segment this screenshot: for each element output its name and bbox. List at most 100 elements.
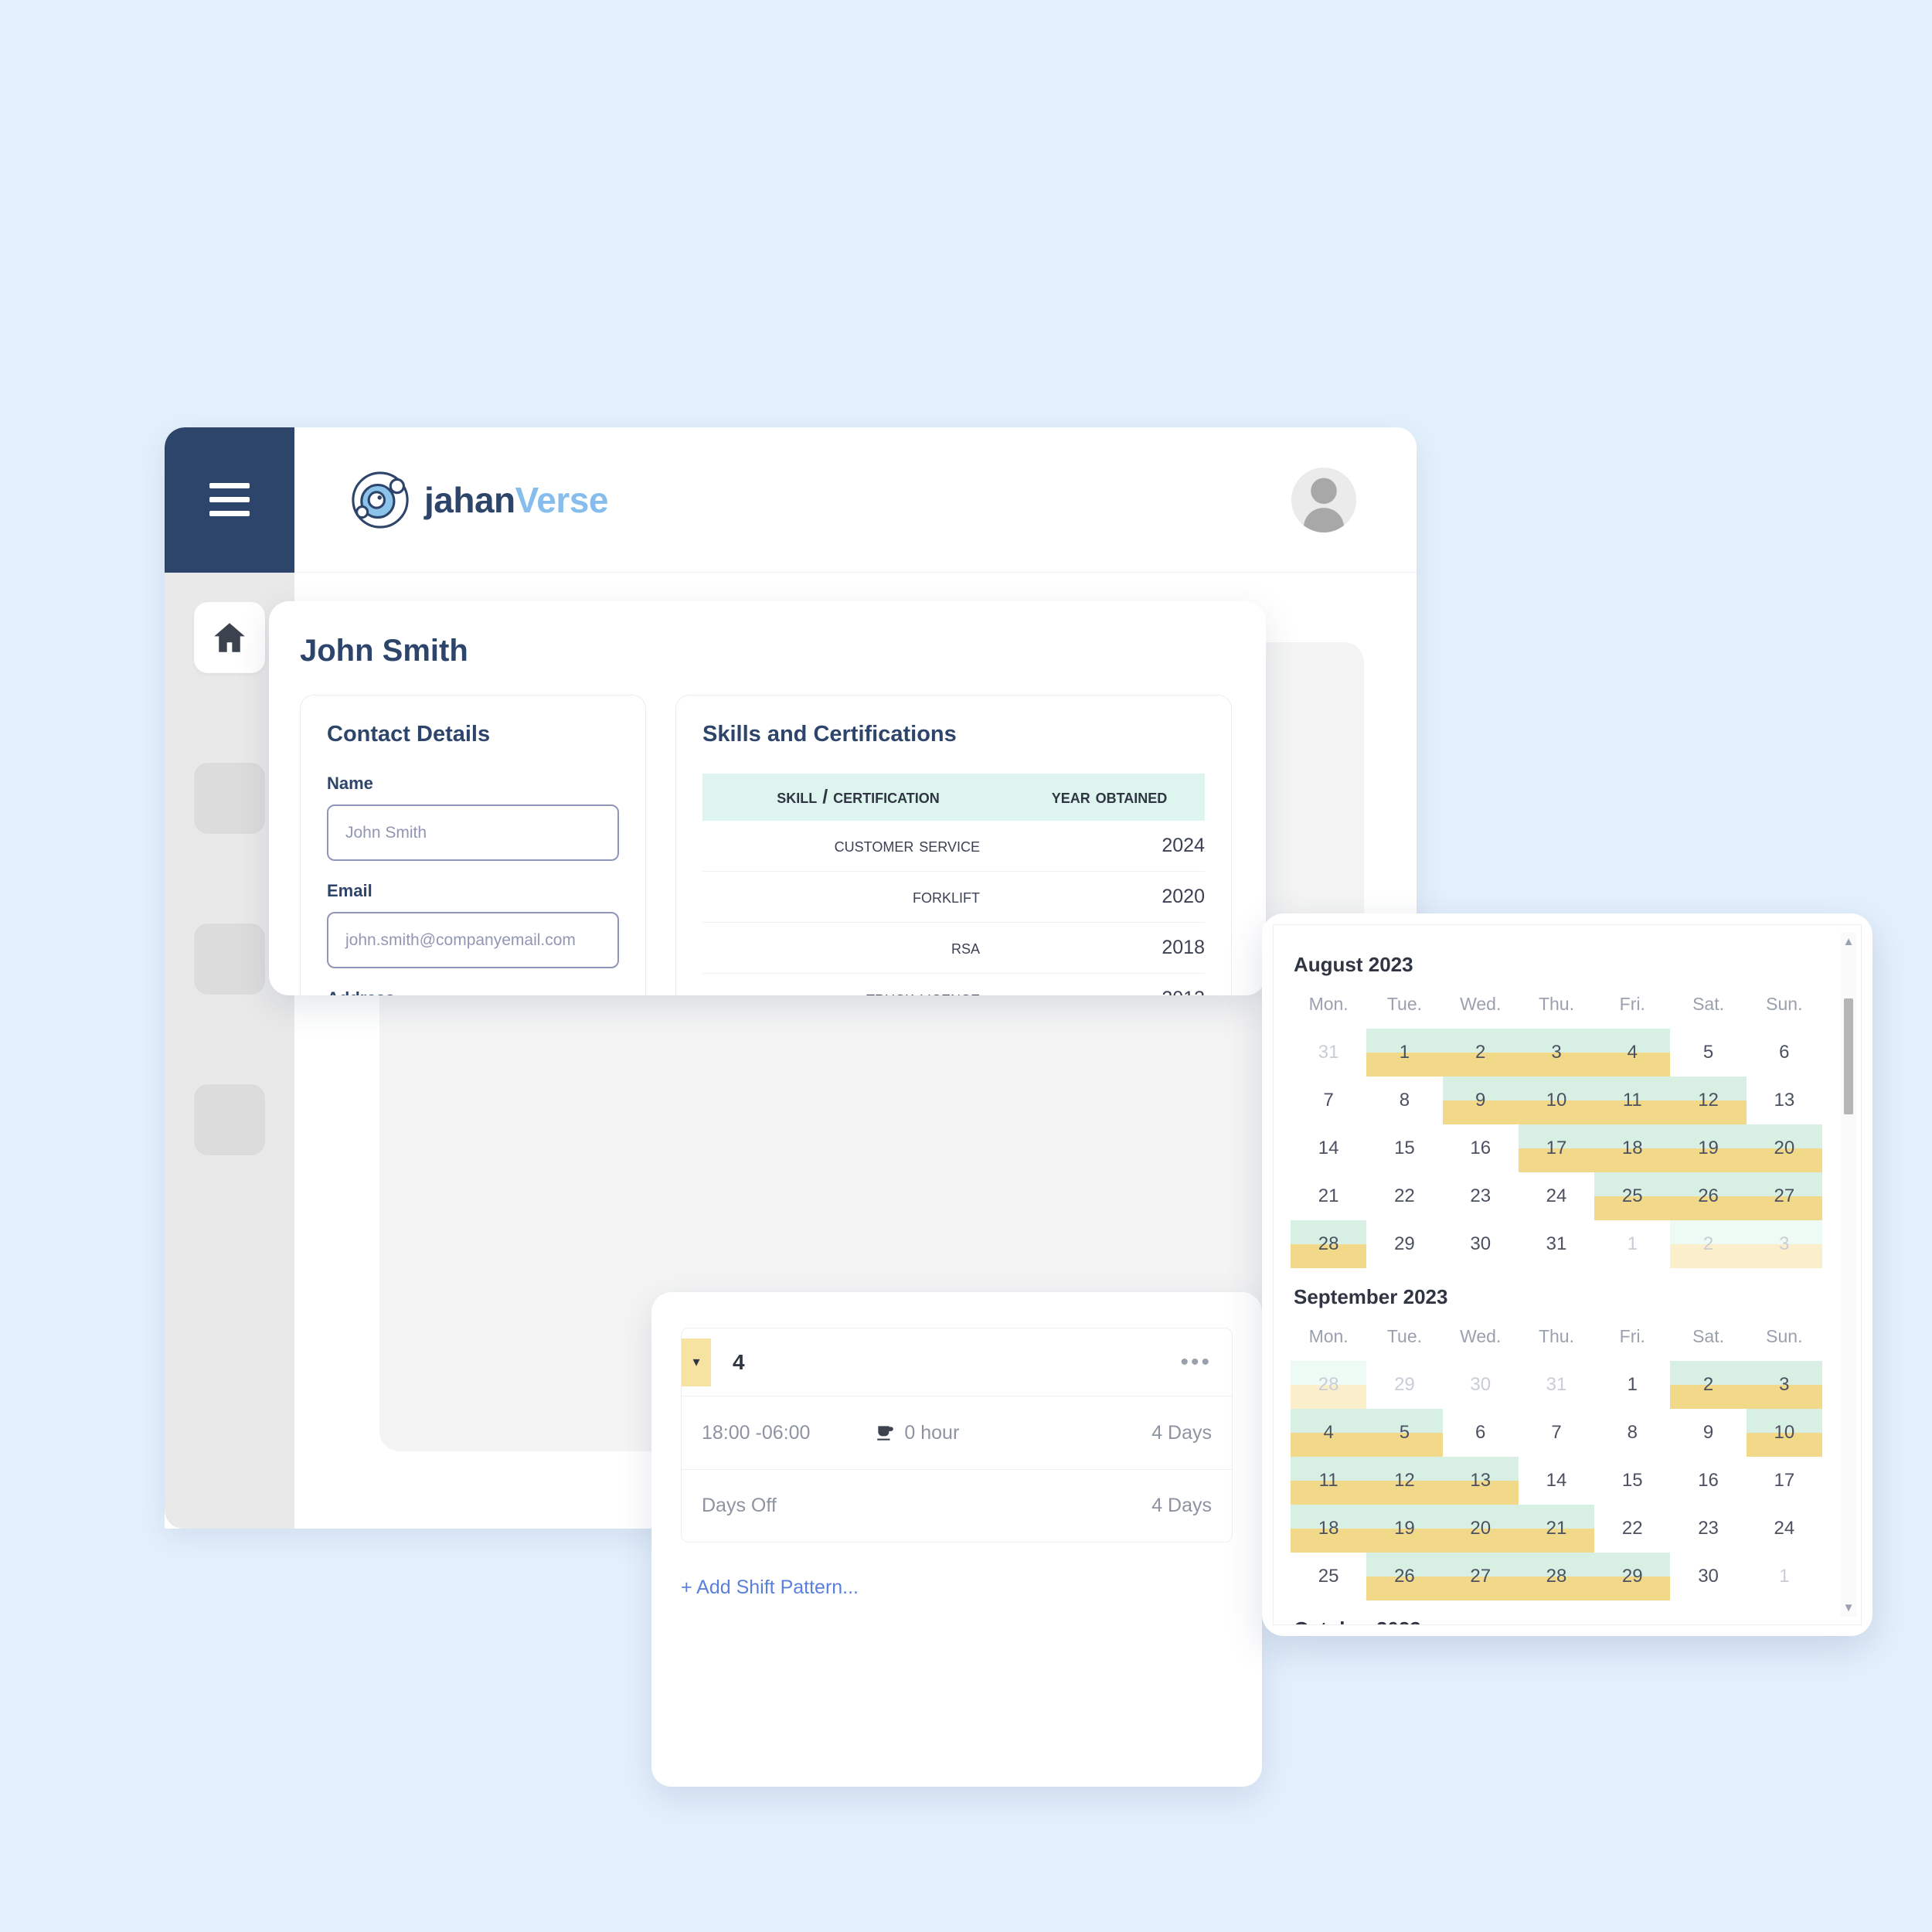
calendar-day-cell[interactable]: 19 bbox=[1366, 1505, 1443, 1553]
calendar-day-cell[interactable]: 9 bbox=[1670, 1409, 1746, 1457]
shift-band-bottom bbox=[1518, 1529, 1595, 1553]
calendar-day-cell[interactable]: 24 bbox=[1519, 1172, 1594, 1220]
scrollbar-thumb[interactable] bbox=[1844, 998, 1853, 1114]
calendar-day-cell[interactable]: 10 bbox=[1518, 1077, 1595, 1124]
calendar-day-cell[interactable]: 20 bbox=[1746, 1124, 1822, 1172]
calendar-day-cell[interactable]: 3 bbox=[1518, 1029, 1595, 1077]
chevron-down-icon[interactable]: ▾ bbox=[682, 1338, 711, 1386]
sidebar-item-placeholder-3[interactable] bbox=[194, 1084, 265, 1155]
calendar-scroll-area[interactable]: August 2023 Mon. Tue. Wed. Thu. Fri. Sat. Sun. 3… bbox=[1274, 925, 1835, 1624]
calendar-day-cell[interactable]: 7 bbox=[1519, 1409, 1594, 1457]
calendar-day-cell[interactable]: 22 bbox=[1366, 1172, 1442, 1220]
calendar-day-cell[interactable]: 11 bbox=[1291, 1457, 1367, 1505]
calendar-day-cell[interactable]: 25 bbox=[1291, 1553, 1366, 1600]
calendar-grid: Mon. Tue. Wed. Thu. Fri. Sat. Sun. 28 29 30 31 1 2 3 4… bbox=[1291, 1326, 1822, 1600]
sidebar-item-home[interactable] bbox=[194, 602, 265, 673]
calendar-day-cell[interactable]: 31 bbox=[1519, 1220, 1594, 1268]
calendar-day-cell[interactable]: 9 bbox=[1442, 1077, 1519, 1124]
calendar-day-cell[interactable]: 12 bbox=[1366, 1457, 1443, 1505]
calendar-day-cell[interactable]: 16 bbox=[1670, 1457, 1746, 1505]
calendar-day-cell[interactable]: 31 bbox=[1291, 1029, 1366, 1077]
calendar-day-cell[interactable]: 1 bbox=[1594, 1220, 1670, 1268]
calendar-day-cell[interactable]: 27 bbox=[1442, 1553, 1519, 1600]
add-shift-pattern-link[interactable]: + Add Shift Pattern... bbox=[681, 1577, 859, 1598]
calendar-day-cell[interactable]: 1 bbox=[1747, 1553, 1822, 1600]
calendar-day-cell[interactable]: 22 bbox=[1594, 1505, 1670, 1553]
calendar-day-cell[interactable]: 21 bbox=[1518, 1505, 1595, 1553]
calendar-day-number: 7 bbox=[1323, 1090, 1334, 1111]
shift-band-bottom bbox=[1670, 1100, 1747, 1124]
calendar-day-number: 16 bbox=[1698, 1470, 1719, 1491]
calendar-day-cell[interactable]: 7 bbox=[1291, 1077, 1366, 1124]
calendar-day-cell[interactable]: 31 bbox=[1519, 1361, 1594, 1409]
calendar-day-cell[interactable]: 17 bbox=[1518, 1124, 1595, 1172]
calendar-day-cell[interactable]: 1 bbox=[1594, 1361, 1670, 1409]
calendar-day-cell[interactable]: 14 bbox=[1519, 1457, 1594, 1505]
calendar-day-cell[interactable]: 30 bbox=[1670, 1553, 1746, 1600]
calendar-day-cell[interactable]: 2 bbox=[1670, 1220, 1747, 1268]
calendar-day-cell[interactable]: 19 bbox=[1670, 1124, 1747, 1172]
calendar-day-cell[interactable]: 16 bbox=[1443, 1124, 1519, 1172]
calendar-day-cell[interactable]: 27 bbox=[1746, 1172, 1822, 1220]
calendar-day-cell[interactable]: 13 bbox=[1747, 1077, 1822, 1124]
shift-row[interactable]: Days Off 4 Days bbox=[682, 1469, 1232, 1542]
calendar-month-title: August 2023 bbox=[1294, 953, 1413, 976]
menu-toggle-button[interactable] bbox=[165, 427, 294, 573]
calendar-day-cell[interactable]: 13 bbox=[1442, 1457, 1519, 1505]
scroll-down-arrow-icon[interactable]: ▼ bbox=[1842, 1601, 1855, 1614]
calendar-day-cell[interactable]: 5 bbox=[1366, 1409, 1443, 1457]
calendar-day-cell[interactable]: 1 bbox=[1366, 1029, 1443, 1077]
calendar-day-cell[interactable]: 28 bbox=[1518, 1553, 1595, 1600]
calendar-day-cell[interactable]: 17 bbox=[1747, 1457, 1822, 1505]
calendar-day-cell[interactable]: 2 bbox=[1442, 1029, 1519, 1077]
calendar-day-number: 26 bbox=[1698, 1185, 1719, 1206]
ellipsis-icon[interactable]: ••• bbox=[1180, 1349, 1212, 1375]
calendar-day-cell[interactable]: 8 bbox=[1594, 1409, 1670, 1457]
calendar-day-cell[interactable]: 28 bbox=[1291, 1220, 1367, 1268]
calendar-day-cell[interactable]: 25 bbox=[1594, 1172, 1671, 1220]
calendar-day-cell[interactable]: 26 bbox=[1670, 1172, 1747, 1220]
calendar-day-cell[interactable]: 5 bbox=[1670, 1029, 1746, 1077]
calendar-day-cell[interactable]: 12 bbox=[1670, 1077, 1747, 1124]
calendar-day-cell[interactable]: 30 bbox=[1443, 1361, 1519, 1409]
sidebar-item-placeholder-1[interactable] bbox=[194, 763, 265, 834]
calendar-day-cell[interactable]: 4 bbox=[1291, 1409, 1367, 1457]
calendar-day-cell[interactable]: 28 bbox=[1291, 1361, 1367, 1409]
calendar-day-cell[interactable]: 18 bbox=[1291, 1505, 1367, 1553]
calendar-day-cell[interactable]: 26 bbox=[1366, 1553, 1443, 1600]
calendar-scrollbar[interactable]: ▲ ▼ bbox=[1841, 933, 1856, 1617]
calendar-day-cell[interactable]: 2 bbox=[1670, 1361, 1747, 1409]
calendar-day-cell[interactable]: 23 bbox=[1443, 1172, 1519, 1220]
shift-band-bottom bbox=[1594, 1100, 1671, 1124]
shift-band-bottom bbox=[1366, 1053, 1443, 1077]
calendar-day-cell[interactable]: 3 bbox=[1746, 1220, 1822, 1268]
calendar-day-cell[interactable]: 21 bbox=[1291, 1172, 1366, 1220]
calendar-day-cell[interactable]: 23 bbox=[1670, 1505, 1746, 1553]
calendar-day-cell[interactable]: 20 bbox=[1442, 1505, 1519, 1553]
brand-logo[interactable]: jahanVerse bbox=[350, 470, 608, 530]
avatar[interactable] bbox=[1291, 468, 1356, 532]
calendar-day-cell[interactable]: 14 bbox=[1291, 1124, 1366, 1172]
shift-row[interactable]: 18:00 -06:00 0 hour 4 Days bbox=[682, 1396, 1232, 1469]
calendar-day-cell[interactable]: 6 bbox=[1747, 1029, 1822, 1077]
name-input[interactable]: John Smith bbox=[327, 804, 619, 861]
calendar-day-cell[interactable]: 11 bbox=[1594, 1077, 1671, 1124]
calendar-day-cell[interactable]: 29 bbox=[1594, 1553, 1671, 1600]
calendar-day-cell[interactable]: 3 bbox=[1746, 1361, 1822, 1409]
calendar-day-cell[interactable]: 30 bbox=[1443, 1220, 1519, 1268]
calendar-day-cell[interactable]: 15 bbox=[1366, 1124, 1442, 1172]
calendar-day-number: 7 bbox=[1551, 1422, 1562, 1443]
calendar-month: September 2023 Mon. Tue. Wed. Thu. Fri. Sat. Su… bbox=[1291, 1285, 1822, 1600]
calendar-day-cell[interactable]: 29 bbox=[1366, 1220, 1442, 1268]
calendar-day-cell[interactable]: 10 bbox=[1746, 1409, 1822, 1457]
calendar-day-cell[interactable]: 8 bbox=[1366, 1077, 1442, 1124]
calendar-day-cell[interactable]: 18 bbox=[1594, 1124, 1671, 1172]
calendar-day-cell[interactable]: 15 bbox=[1594, 1457, 1670, 1505]
calendar-day-cell[interactable]: 24 bbox=[1747, 1505, 1822, 1553]
calendar-day-cell[interactable]: 4 bbox=[1594, 1029, 1671, 1077]
scroll-up-arrow-icon[interactable]: ▲ bbox=[1842, 935, 1855, 948]
calendar-day-cell[interactable]: 29 bbox=[1366, 1361, 1442, 1409]
sidebar-item-placeholder-2[interactable] bbox=[194, 923, 265, 995]
calendar-day-cell[interactable]: 6 bbox=[1443, 1409, 1519, 1457]
email-input[interactable]: john.smith@companyemail.com bbox=[327, 912, 619, 968]
